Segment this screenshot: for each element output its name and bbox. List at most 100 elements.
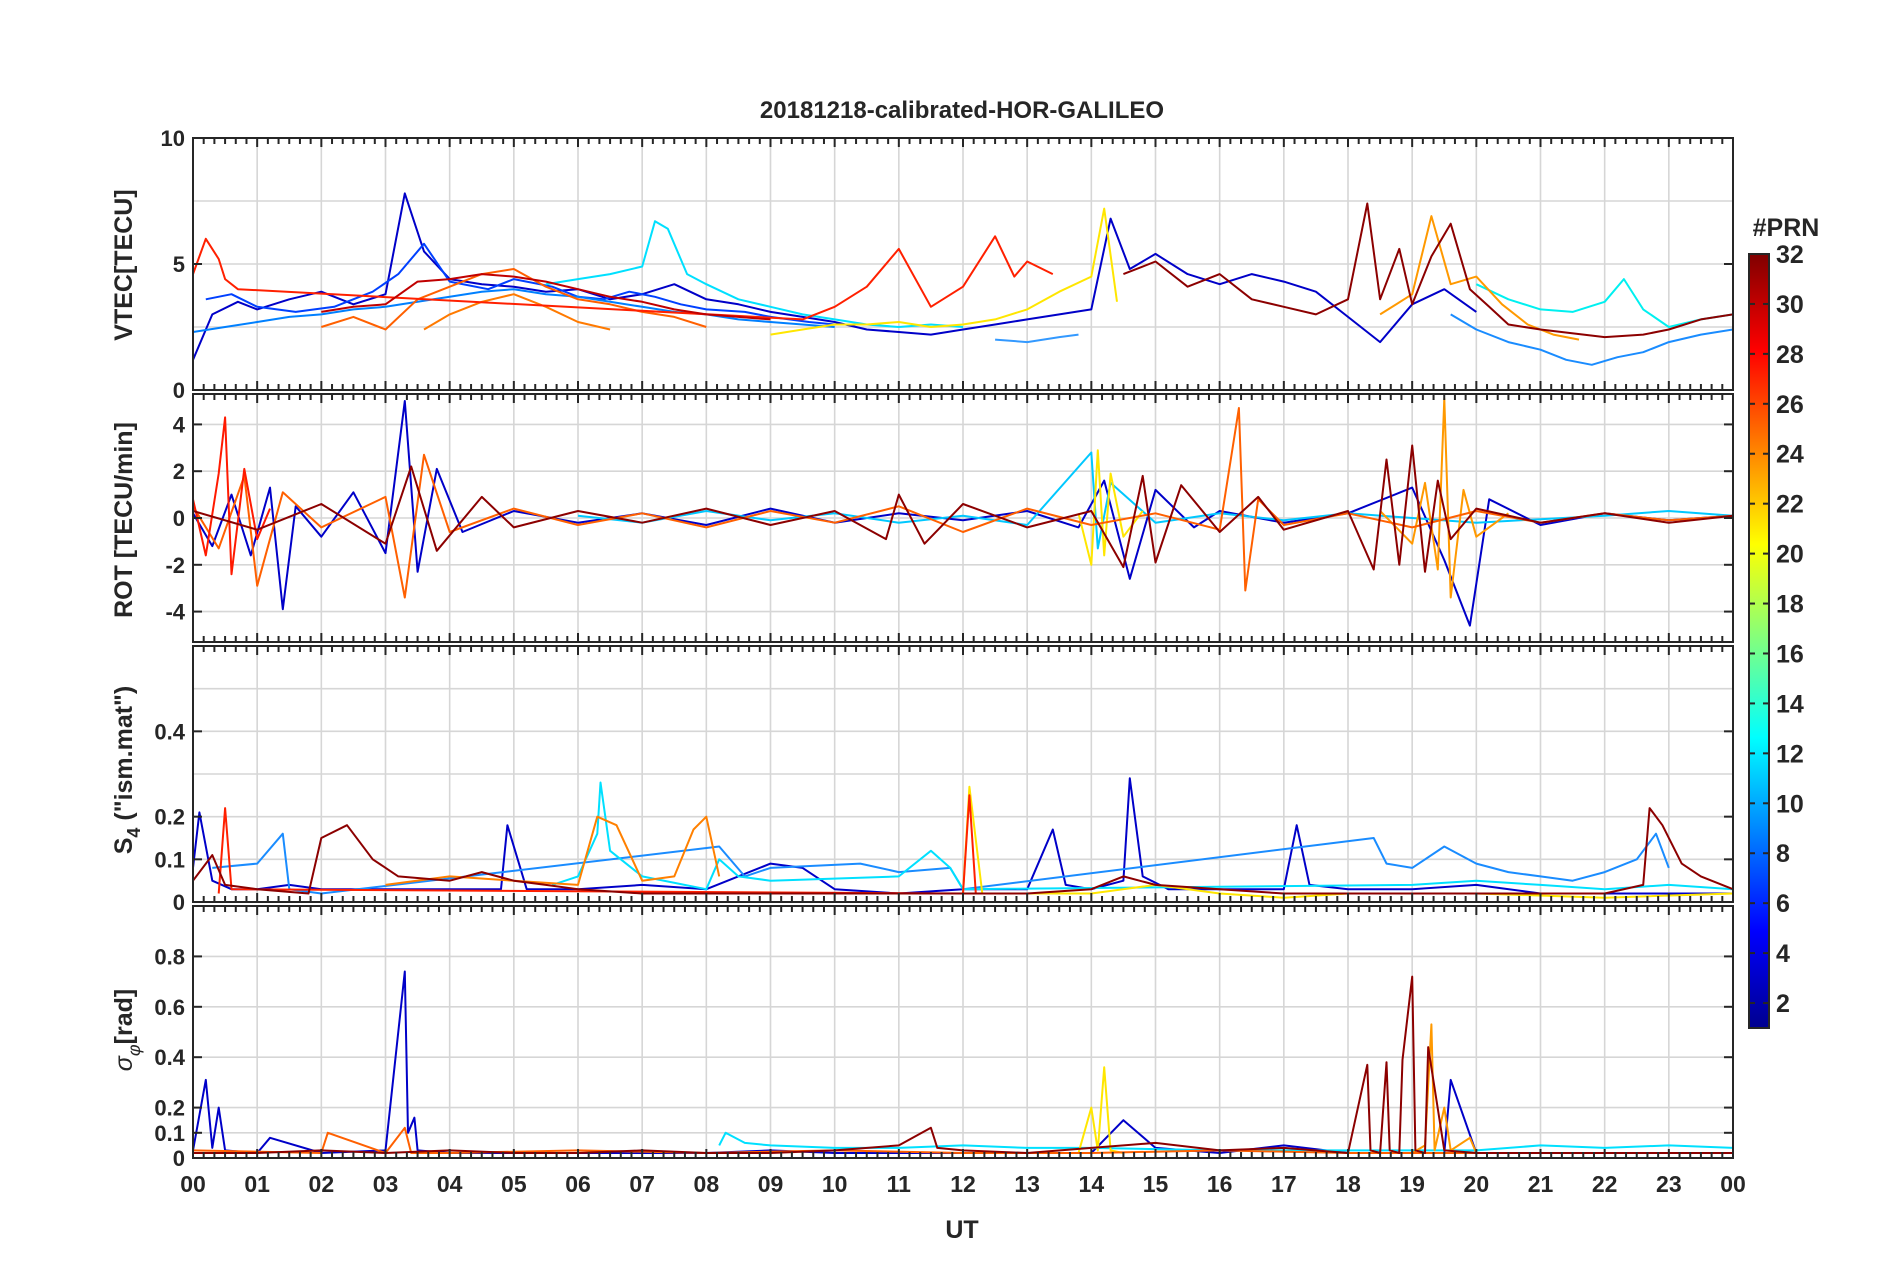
colorbar-label: #PRN — [1753, 214, 1820, 242]
x-axis-label: UT — [945, 1216, 978, 1244]
x-tick-label: 06 — [565, 1171, 591, 1197]
series-prn-9 — [212, 832, 1670, 895]
series-prn-9 — [1450, 313, 1733, 366]
colorbar-tick-label: 14 — [1776, 690, 1804, 718]
figure-title: 20181218-calibrated-HOR-GALILEO — [760, 97, 1164, 124]
x-tick-label: 12 — [950, 1171, 976, 1197]
x-tick-label: 20 — [1464, 1171, 1490, 1197]
x-tick-label: 11 — [887, 1171, 912, 1197]
series-prn-24 — [385, 815, 721, 886]
sigma-ylabel: σφ[rad] — [110, 989, 144, 1071]
colorbar-tick-label: 6 — [1776, 890, 1790, 918]
y-tick-label: -4 — [165, 600, 185, 625]
y-tick-label: 10 — [161, 126, 185, 151]
series-prn-23 — [1379, 215, 1580, 341]
x-tick-label: 13 — [1014, 1171, 1040, 1197]
colorbar-tick-label: 32 — [1776, 241, 1804, 269]
series-prn-21 — [1077, 1066, 1124, 1154]
series-prn-25 — [320, 268, 707, 331]
x-tick-label: 03 — [373, 1171, 399, 1197]
y-tick-label: 0 — [173, 506, 185, 531]
colorbar: #PRN 32 30 28 26 24 22 20 18 16 14 12 10 8 6 4 2 — [1748, 214, 1820, 1029]
x-tick-label: 18 — [1335, 1171, 1361, 1197]
x-tick-label: 01 — [244, 1171, 270, 1197]
colorbar-tick-label: 8 — [1776, 840, 1790, 868]
series-prn-13 — [545, 220, 964, 328]
y-tick-label: 0.1 — [154, 1121, 185, 1146]
y-tick-label: 0.1 — [154, 847, 185, 872]
series-prn-32 — [1123, 202, 1733, 339]
y-tick-label: -2 — [165, 553, 185, 578]
x-tick-label: 17 — [1271, 1171, 1297, 1197]
series-prn-13 — [551, 781, 1733, 891]
x-tick-label: 19 — [1399, 1171, 1425, 1197]
colorbar-tick-label: 4 — [1776, 940, 1790, 968]
y-tick-label: 0.8 — [154, 944, 185, 969]
series-prn-10 — [995, 333, 1079, 344]
series-prn-21 — [770, 207, 1118, 336]
x-tick-label: 22 — [1592, 1171, 1618, 1197]
colorbar-tick-label: 18 — [1776, 591, 1804, 619]
y-tick-label: 0 — [173, 890, 185, 915]
series-prn-24 — [423, 293, 611, 331]
vtec-panel: 0 5 10 — [161, 126, 1734, 403]
x-tick-label: 15 — [1143, 1171, 1169, 1197]
series-prn-2 — [193, 192, 1477, 361]
y-tick-label: 0.4 — [154, 1045, 185, 1070]
x-tick-labels: 00 01 02 03 04 05 06 07 08 09 10 11 12 13 14 15 16 17 18 19… — [180, 1171, 1746, 1197]
y-tick-label: 0.2 — [154, 1096, 185, 1121]
colorbar-tick-label: 10 — [1776, 790, 1804, 818]
x-tick-label: 02 — [309, 1171, 335, 1197]
y-tick-label: 0.4 — [154, 719, 185, 744]
vtec-series-group — [193, 192, 1733, 366]
s4-panel: 0 0.1 0.2 0.4 — [154, 645, 1734, 915]
series-prn-5 — [205, 242, 835, 326]
x-tick-label: 07 — [629, 1171, 655, 1197]
x-tick-label: 16 — [1207, 1171, 1233, 1197]
x-tick-label: 21 — [1528, 1171, 1554, 1197]
x-tick-label: 05 — [501, 1171, 527, 1197]
colorbar-tick-label: 22 — [1776, 491, 1804, 519]
series-prn-23 — [1379, 397, 1509, 599]
x-tick-label: 14 — [1079, 1171, 1105, 1197]
y-tick-label: 0 — [173, 1146, 185, 1171]
sigma-panel: 00.10.2 0.4 0.6 0.8 — [154, 905, 1734, 1171]
colorbar-tick-label: 24 — [1776, 441, 1804, 469]
series-prn-13 — [577, 451, 1733, 550]
x-tick-label: 04 — [437, 1171, 463, 1197]
series-prn-30 — [321, 273, 771, 321]
series-prn-14 — [1475, 278, 1733, 328]
rot-ylabel: ROT [TECU/min] — [110, 422, 138, 618]
y-tick-label: 4 — [173, 412, 186, 437]
y-tick-label: 2 — [173, 459, 185, 484]
y-tick-label: 0.2 — [154, 805, 185, 830]
x-tick-label: 23 — [1656, 1171, 1682, 1197]
colorbar-tick-label: 28 — [1776, 341, 1804, 369]
colorbar-tick-label: 26 — [1776, 391, 1804, 419]
series-prn-27 — [193, 416, 271, 576]
y-tick-label: 5 — [173, 252, 185, 277]
x-tick-label: 09 — [758, 1171, 784, 1197]
colorbar-tick-label: 30 — [1776, 291, 1804, 319]
series-prn-13 — [718, 1131, 1733, 1152]
x-tick-label: 08 — [694, 1171, 720, 1197]
rot-panel: -4 -2 0 2 4 — [165, 393, 1734, 643]
series-prn-27 — [193, 235, 1054, 321]
x-tick-label: 00 — [180, 1171, 206, 1197]
s4-ylabel: S4 ("ism.mat") — [110, 686, 144, 855]
colorbar-tick-label: 20 — [1776, 541, 1804, 569]
colorbar-tick-label: 16 — [1776, 640, 1804, 668]
series-prn-23 — [1411, 1023, 1478, 1154]
series-prn-27 — [217, 794, 977, 895]
colorbar-tick-label: 12 — [1776, 740, 1804, 768]
y-tick-label: 0 — [173, 378, 185, 403]
x-tick-label: 10 — [822, 1171, 848, 1197]
series-prn-21 — [1077, 449, 1144, 566]
y-tick-label: 0.6 — [154, 995, 185, 1020]
colorbar-ticks: 32 30 28 26 24 22 20 18 16 14 12 10 8 6 4 2 — [1749, 241, 1804, 1018]
vtec-ylabel: VTEC[TECU] — [110, 189, 138, 340]
series-prn-8 — [193, 288, 835, 333]
series-prn-32 — [193, 444, 1733, 573]
colorbar-tick-label: 2 — [1776, 990, 1790, 1018]
